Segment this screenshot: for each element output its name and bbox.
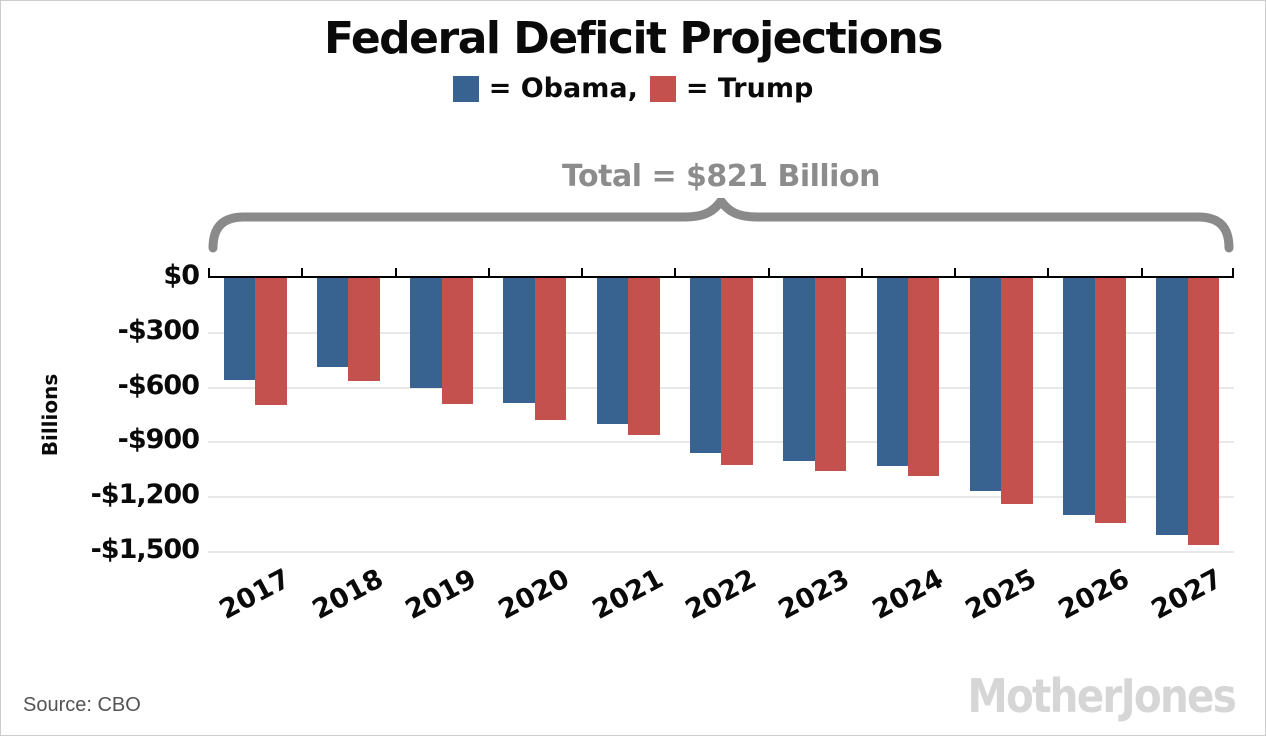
- axis-tick: [861, 268, 863, 278]
- x-tick-label: 2019: [400, 563, 482, 626]
- x-tick-label: 2018: [307, 563, 389, 626]
- axis-tick: [1141, 268, 1143, 278]
- y-tick-label: -$1,200: [90, 479, 200, 511]
- bar-trump-2020: [534, 278, 567, 420]
- gridline: [208, 496, 1234, 499]
- bar-obama-2027: [1156, 278, 1188, 536]
- curly-brace: [208, 198, 1234, 253]
- bar-obama-2021: [596, 278, 629, 424]
- axis-tick: [768, 268, 770, 278]
- x-tick-label: 2025: [960, 563, 1042, 626]
- x-tick-label: 2024: [867, 563, 948, 626]
- axis-tick: [674, 268, 676, 278]
- axis-tick: [208, 268, 210, 278]
- y-axis-title: Billions: [38, 373, 62, 457]
- x-tick-label: 2023: [773, 563, 855, 626]
- y-tick-label: -$300: [117, 314, 200, 346]
- bar-obama-2026: [1063, 278, 1095, 515]
- bar-trump-2018: [348, 278, 380, 381]
- bar-trump-2017: [255, 278, 287, 405]
- y-tick-label: -$900: [117, 424, 200, 456]
- x-tick-label: 2026: [1053, 563, 1135, 626]
- bar-obama-2020: [503, 278, 535, 403]
- axis-tick: [581, 268, 583, 278]
- bar-obama-2017: [223, 278, 256, 381]
- bar-trump-2022: [721, 278, 753, 465]
- axis-tick: [1047, 268, 1049, 278]
- bar-obama-2018: [316, 278, 349, 367]
- x-tick-label: 2022: [680, 563, 762, 626]
- y-tick-label: -$1,500: [90, 534, 200, 565]
- x-tick-label: 2020: [493, 563, 575, 626]
- y-tick-label: $0: [163, 260, 200, 291]
- plot-area: [208, 268, 1234, 553]
- bar-obama-2022: [690, 278, 722, 454]
- gridline: [208, 551, 1234, 553]
- axis-tick: [954, 268, 956, 278]
- source-note: Source: CBO: [23, 694, 141, 716]
- bar-trump-2025: [1001, 278, 1033, 504]
- total-annotation: Total = $821 Billion: [562, 159, 880, 194]
- legend-item-obama: = Obama,: [452, 73, 638, 104]
- bar-trump-2023: [814, 278, 847, 472]
- bar-obama-2024: [876, 278, 908, 466]
- bar-obama-2019: [410, 278, 442, 388]
- bar-trump-2019: [441, 278, 474, 404]
- bar-trump-2026: [1094, 278, 1126, 524]
- legend-item-trump: = Trump: [649, 73, 814, 104]
- legend-label-obama: = Obama,: [488, 73, 638, 104]
- axis-tick: [488, 268, 490, 278]
- legend-swatch-trump: [649, 75, 676, 102]
- legend-label-trump: = Trump: [685, 73, 814, 104]
- bar-trump-2021: [628, 278, 660, 436]
- x-tick-label: 2027: [1146, 563, 1228, 626]
- chart-title: Federal Deficit Projections: [324, 13, 943, 64]
- x-tick-label: 2017: [214, 563, 296, 626]
- x-tick-label: 2021: [587, 563, 669, 626]
- bar-obama-2025: [969, 278, 1002, 491]
- y-tick-label: -$600: [117, 369, 200, 401]
- axis-tick: [395, 268, 397, 278]
- bar-obama-2023: [783, 278, 815, 461]
- bar-trump-2027: [1187, 278, 1220, 546]
- axis-tick: [301, 268, 303, 278]
- axis-tick: [1232, 268, 1234, 278]
- bar-trump-2024: [908, 278, 940, 476]
- chart-legend: = Obama, = Trump: [1, 73, 1265, 104]
- legend-swatch-obama: [452, 75, 479, 102]
- motherjones-logo: MotherJones: [967, 669, 1236, 723]
